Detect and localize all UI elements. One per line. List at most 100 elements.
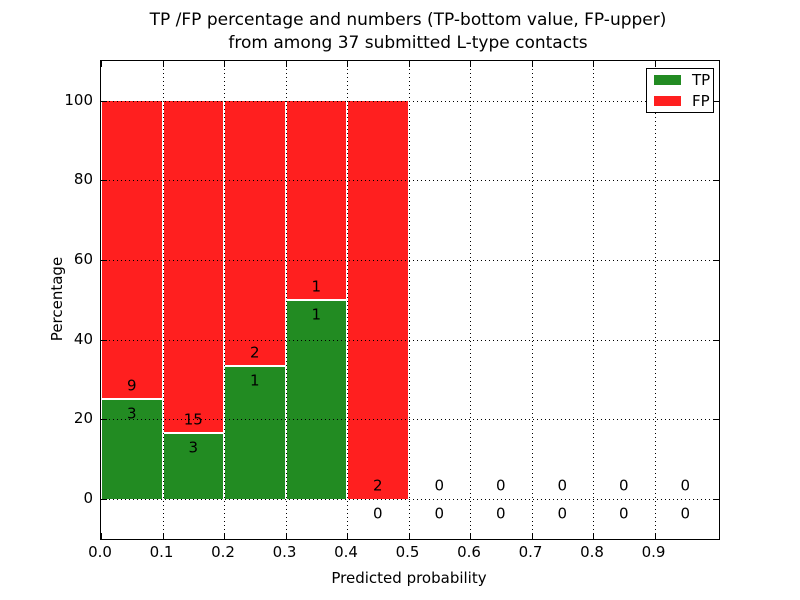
tp-count-annotation: 0: [434, 504, 445, 523]
legend-label-tp: TP: [692, 71, 711, 89]
x-tick-label: 0.5: [395, 543, 420, 561]
annotations-layer: 9 3 15 3 2 1 1 1 2 0 0 0 0 0 0 0 0 0 0 0: [101, 61, 719, 539]
x-tick-mark-top: [593, 61, 594, 67]
vertical-gridline: [347, 61, 348, 539]
horizontal-gridline: [101, 260, 719, 261]
fp-bar-segment: [224, 100, 286, 367]
x-tick-label: 0.2: [211, 543, 235, 561]
fp-count-annotation: 15: [183, 410, 203, 429]
y-tick-label: 0: [83, 489, 93, 507]
horizontal-gridline: [101, 180, 719, 182]
legend-label-fp: FP: [692, 92, 710, 110]
y-tick-mark-right: [713, 180, 719, 182]
tp-count-annotation: 0: [618, 504, 629, 523]
fp-count-annotation: 9: [126, 376, 137, 395]
y-tick-mark: [101, 419, 107, 421]
x-tick-mark: [531, 533, 533, 539]
y-tick-label: 20: [73, 409, 93, 428]
x-tick-mark-top: [162, 61, 164, 67]
horizontal-gridline: [101, 339, 719, 341]
x-axis-label: Predicted probability: [331, 569, 487, 587]
y-tick-label: 40: [73, 329, 93, 348]
legend-entry-tp: TP: [647, 71, 713, 89]
x-tick-label: 0.4: [334, 543, 358, 561]
y-tick-mark: [101, 100, 107, 102]
x-tick-mark-top: [408, 61, 410, 67]
x-tick-mark: [285, 533, 287, 539]
fp-bar-segment: [347, 100, 409, 499]
y-tick-mark-right: [713, 499, 719, 500]
vertical-gridline: [285, 61, 287, 539]
x-tick-mark: [347, 533, 348, 539]
x-tick-label: 0.7: [518, 543, 543, 561]
x-tick-mark-top: [654, 61, 656, 67]
fp-count-annotation: 2: [249, 343, 260, 362]
y-tick-label: 100: [64, 90, 93, 109]
fp-swatch-icon: [654, 96, 681, 106]
y-tick-mark-right: [713, 339, 719, 341]
bars-layer: [101, 61, 719, 539]
tp-bar-segment: [224, 366, 286, 499]
vertical-gridline: [593, 61, 594, 539]
fp-count-annotation: 0: [495, 476, 506, 495]
x-tick-mark: [654, 533, 656, 539]
x-tick-mark-top: [101, 61, 102, 67]
x-tick-label: 0.6: [457, 543, 481, 561]
y-tick-mark: [101, 499, 107, 500]
y-tick-mark: [101, 180, 107, 182]
x-tick-mark: [162, 533, 164, 539]
fp-count-annotation: 1: [311, 277, 322, 296]
chart-title: TP /FP percentage and numbers (TP-bottom…: [150, 9, 667, 55]
ticks-layer: [101, 61, 719, 539]
tp-bar-segment: [285, 299, 347, 499]
y-axis-label: Percentage: [48, 256, 66, 342]
tp-count-annotation: 1: [311, 305, 322, 324]
fp-bar-segment: [285, 100, 347, 300]
horizontal-gridline: [101, 419, 719, 421]
horizontal-gridline: [101, 499, 719, 500]
tp-bar-segment: [101, 399, 163, 499]
chart-title-line2: from among 37 submitted L-type contacts: [228, 33, 588, 53]
tp-count-annotation: 0: [495, 504, 506, 523]
tp-swatch-icon: [654, 75, 681, 85]
x-tick-mark-top: [470, 61, 471, 67]
x-tick-label: 0.3: [272, 543, 297, 561]
vertical-gridline: [162, 61, 164, 539]
plot-area: 9 3 15 3 2 1 1 1 2 0 0 0 0 0 0 0 0 0 0 0 TP FP: [100, 60, 720, 540]
grid-layer: [101, 61, 719, 539]
x-tick-mark: [224, 533, 225, 539]
y-tick-label: 60: [73, 250, 93, 268]
horizontal-gridline: [101, 100, 719, 102]
fp-count-annotation: 0: [557, 476, 568, 495]
fp-bar-segment: [101, 100, 163, 400]
legend-entry-fp: FP: [647, 92, 713, 110]
x-tick-mark-top: [285, 61, 287, 67]
y-tick-mark-right: [713, 419, 719, 421]
x-tick-mark: [408, 533, 410, 539]
y-tick-label: 80: [73, 170, 93, 189]
tp-count-annotation: 3: [188, 438, 199, 457]
tp-count-annotation: 0: [557, 504, 568, 523]
fp-count-annotation: 0: [434, 476, 445, 495]
x-tick-label: 0.9: [641, 543, 666, 561]
x-tick-label: 0.1: [149, 543, 174, 561]
x-tick-label: 0.0: [88, 543, 112, 561]
tp-count-annotation: 3: [126, 404, 137, 423]
y-tick-mark: [101, 260, 107, 261]
vertical-gridline: [654, 61, 656, 539]
vertical-gridline: [531, 61, 533, 539]
fp-bar-segment: [162, 100, 224, 433]
y-tick-mark-right: [713, 100, 719, 102]
x-tick-mark-top: [347, 61, 348, 67]
tp-count-annotation: 0: [372, 504, 383, 523]
fp-count-annotation: 0: [618, 476, 629, 495]
vertical-gridline: [224, 61, 225, 539]
tp-count-annotation: 0: [680, 504, 691, 523]
vertical-gridline: [408, 61, 410, 539]
x-tick-mark-top: [531, 61, 533, 67]
y-tick-mark-right: [713, 260, 719, 261]
fp-count-annotation: 0: [680, 476, 691, 495]
x-tick-label: 0.8: [580, 543, 604, 561]
x-tick-mark: [593, 533, 594, 539]
